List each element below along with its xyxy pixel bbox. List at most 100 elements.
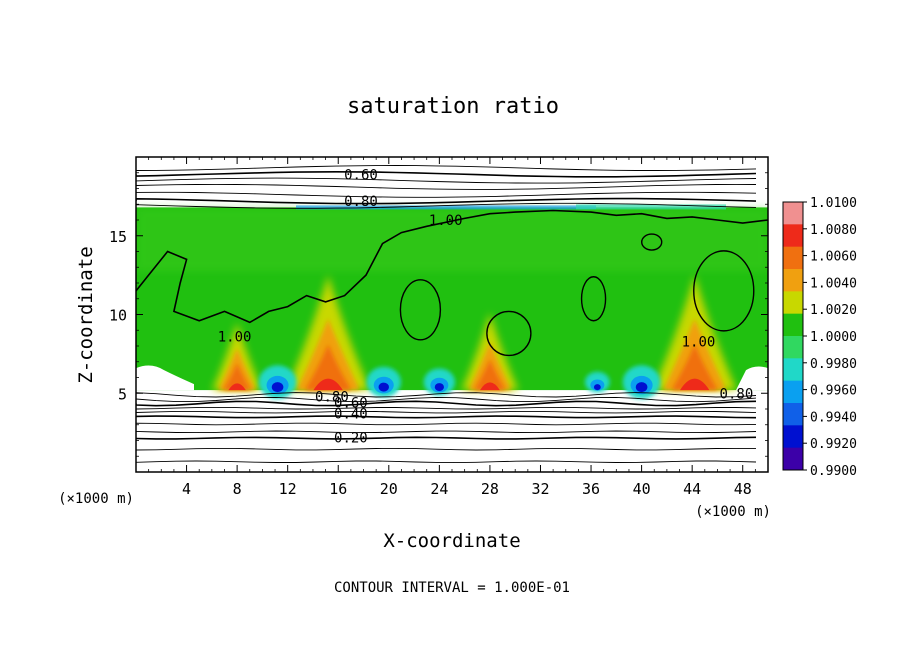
y-axis-label: Z-coordinate <box>75 246 97 383</box>
contour-interval-text: CONTOUR INTERVAL = 1.000E-01 <box>334 580 570 596</box>
x-tick-label-7: 32 <box>531 480 549 498</box>
contour-1.00-main <box>136 209 768 324</box>
colorbar-swatch-5 <box>783 313 803 337</box>
chart-title: saturation ratio <box>347 94 559 119</box>
colorbar-label-9: 0.9920 <box>810 437 857 452</box>
contour-lower-6 <box>136 422 757 426</box>
contour-lower-2 <box>136 400 757 407</box>
x-tick-label-6: 28 <box>481 480 499 498</box>
contour-lower-5 <box>136 415 757 419</box>
cloud-top-streak <box>296 205 596 210</box>
y-tick-label-1: 10 <box>109 307 127 325</box>
colorbar-label-0: 1.0100 <box>810 196 857 211</box>
colorbar-swatch-7 <box>783 358 803 382</box>
y-axis-ticks: 5 10 15 <box>109 172 768 457</box>
contour-lower-7 <box>136 430 757 434</box>
x-axis-label: X-coordinate <box>383 530 520 552</box>
colorbar-label-1: 1.0080 <box>810 223 857 238</box>
colorbar-swatch-10 <box>783 425 803 449</box>
contour-lines <box>136 165 768 464</box>
pocket-1 <box>366 366 401 398</box>
saturation-field <box>136 204 768 399</box>
plume-3-inner <box>223 363 251 391</box>
contour-label-2: 1.00 <box>429 213 463 229</box>
contour-labels: 0.600.801.001.00 1.000.800.800.600.400.20 <box>218 167 754 446</box>
contour-label-1: 0.80 <box>344 194 378 210</box>
colorbar-swatch-9 <box>783 403 803 426</box>
x-tick-label-9: 40 <box>633 480 651 498</box>
x-tick-label-4: 20 <box>380 480 398 498</box>
cloud-top-streak-2 <box>576 204 726 210</box>
colorbar-label-6: 0.9980 <box>810 357 857 372</box>
x-tick-label-2: 12 <box>279 480 297 498</box>
pocket-1-core <box>378 382 389 392</box>
plume-2 <box>652 275 737 391</box>
colorbar-label-10: 0.9900 <box>810 464 857 479</box>
y-tick-label-0: 5 <box>118 385 127 403</box>
contour-lower-3 <box>136 406 757 410</box>
contour-lower-8 <box>136 436 757 440</box>
x-tick-label-10: 44 <box>683 480 701 498</box>
colorbar-label-3: 1.0040 <box>810 276 857 291</box>
plume-2-core <box>679 378 710 391</box>
plume-3-core <box>228 383 246 391</box>
colorbar-swatch-3 <box>783 269 803 292</box>
contour-upper-5 <box>136 197 757 205</box>
contour-label-9: 0.20 <box>334 430 368 446</box>
x-tick-label-1: 8 <box>233 480 242 498</box>
x-tick-label-11: 48 <box>734 480 752 498</box>
contour-label-3: 1.00 <box>218 330 252 346</box>
pocket-2 <box>423 368 455 396</box>
contour-loop-1 <box>580 276 607 322</box>
colorbar-swatch-8 <box>783 380 803 404</box>
colorbar-label-4: 1.0020 <box>810 303 857 318</box>
contour-lower-4 <box>136 410 757 414</box>
plume-0-core <box>313 378 343 391</box>
x-unit-right: (×1000 m) <box>695 504 771 520</box>
pocket-4-core <box>593 384 601 391</box>
colorbar-swatch-1 <box>783 224 803 248</box>
contour-loop-2 <box>693 250 755 332</box>
colorbar: 1.0100 1.0080 1.0060 1.0040 1.0020 1.0000 0.99… <box>782 196 857 479</box>
contour-lower-9 <box>136 447 757 451</box>
pocket-2-core <box>434 383 444 392</box>
colorbar-swatch-2 <box>783 246 803 270</box>
right-clear-patch <box>736 366 768 391</box>
colorbar-swatch-4 <box>783 291 803 315</box>
x-tick-label-5: 24 <box>430 480 448 498</box>
colorbar-swatch-11 <box>783 447 803 471</box>
contour-upper-3 <box>136 183 757 190</box>
contour-upper-4 <box>136 191 757 198</box>
pocket-3-core <box>635 382 648 393</box>
contour-label-8: 0.40 <box>334 407 368 423</box>
colorbar-label-5: 1.0000 <box>810 330 857 345</box>
plume-1-core <box>479 382 500 391</box>
x-axis-ticks: 4 8 12 16 20 24 28 32 36 40 44 48 <box>148 157 756 498</box>
x-tick-label-3: 16 <box>329 480 347 498</box>
contour-upper-0 <box>136 165 757 171</box>
colorbar-label-7: 0.9960 <box>810 384 857 399</box>
plume-0-inner <box>305 344 352 391</box>
plume-3 <box>212 322 263 391</box>
plume-1-inner <box>474 359 506 391</box>
x-unit-left: (×1000 m) <box>58 491 134 507</box>
pocket-3 <box>622 365 661 399</box>
y-tick-label-2: 15 <box>109 228 127 246</box>
contour-upper-1 <box>136 170 757 178</box>
contour-label-0: 0.60 <box>344 167 378 183</box>
plume-0 <box>286 275 371 391</box>
contour-label-6: 0.80 <box>315 389 349 405</box>
pocket-4 <box>584 371 610 393</box>
colorbar-swatch-0 <box>783 202 803 225</box>
contour-label-5: 0.80 <box>720 386 754 402</box>
colorbar-label-8: 0.9940 <box>810 410 857 425</box>
contour-label-7: 0.60 <box>334 396 368 412</box>
pocket-0-core <box>271 382 284 393</box>
contour-lower-1 <box>136 396 757 403</box>
contour-loop-3 <box>486 310 532 357</box>
contour-label-4: 1.00 <box>682 334 716 350</box>
contour-loop-4 <box>641 233 663 251</box>
plume-2-inner <box>671 344 718 391</box>
colorbar-label-2: 1.0060 <box>810 250 857 265</box>
